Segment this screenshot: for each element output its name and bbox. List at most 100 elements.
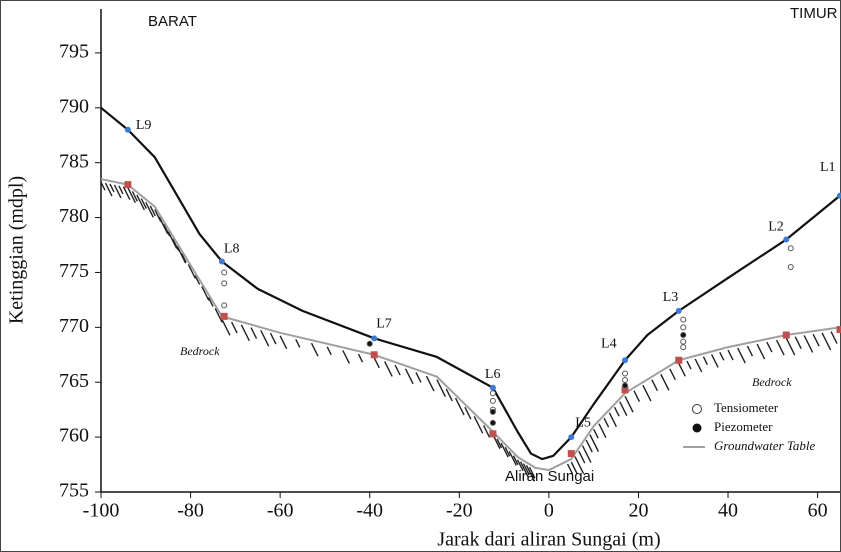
station-label: L5 <box>575 415 591 430</box>
y-tick-label: 790 <box>59 95 89 117</box>
tensiometer <box>787 245 794 252</box>
bedrock-point <box>567 450 575 458</box>
x-tick-label: 40 <box>718 500 738 522</box>
hatch <box>404 368 414 385</box>
hatch <box>187 264 196 279</box>
bedrock-point <box>370 351 378 359</box>
hatch <box>803 335 814 353</box>
hatch <box>496 438 503 449</box>
tensiometer <box>787 263 794 270</box>
hatch <box>104 182 113 197</box>
ground-surface-line <box>100 106 841 461</box>
hatch <box>310 342 319 357</box>
hatch <box>154 209 162 222</box>
hatch <box>642 384 652 402</box>
y-axis-label: Ketinggian (mdpl) <box>6 176 28 324</box>
hatch <box>373 357 380 369</box>
hatch <box>140 198 147 209</box>
hatch <box>214 308 223 323</box>
x-tick-label: 20 <box>628 500 648 522</box>
hatch <box>710 354 719 368</box>
annotation: Bedrock <box>180 344 220 358</box>
y-tick-label: 795 <box>59 41 89 63</box>
hatch <box>394 364 401 376</box>
y-tick-label: 780 <box>59 205 89 227</box>
legend-label: Groundwater Table <box>714 438 815 453</box>
hatch <box>619 401 628 417</box>
hatch <box>207 297 214 307</box>
station-label: L8 <box>224 242 240 257</box>
tensiometer <box>622 377 629 384</box>
hatch <box>766 341 773 353</box>
station-label: L4 <box>601 336 617 351</box>
x-tick-label: 60 <box>808 500 828 522</box>
hatch <box>194 275 201 285</box>
hatch <box>482 425 491 438</box>
hatch <box>473 416 484 434</box>
hatch <box>131 190 138 202</box>
legend-symbol <box>692 423 702 433</box>
y-tick-label: 765 <box>59 370 89 392</box>
hatch <box>240 324 250 342</box>
hatch <box>528 466 536 479</box>
hatch <box>172 238 180 252</box>
hatch <box>163 223 171 237</box>
hatch <box>145 201 154 218</box>
hatch <box>570 461 578 475</box>
x-axis-label: Jarak dari aliran Sungai (m) <box>437 529 660 551</box>
hatch <box>136 194 145 211</box>
station-label: L7 <box>376 317 392 332</box>
hatch <box>660 373 670 391</box>
annotation: Bedrock <box>752 375 792 389</box>
hatch <box>231 321 238 334</box>
hatch <box>785 337 796 356</box>
hatch <box>384 361 393 377</box>
hatch <box>464 406 472 420</box>
tensiometer <box>680 324 687 331</box>
piezometer <box>622 382 629 389</box>
hatch <box>508 451 517 466</box>
hatch <box>585 439 593 453</box>
y-tick-label: 770 <box>59 315 89 337</box>
hatch <box>574 456 585 474</box>
hatch <box>260 330 270 347</box>
legend-label: Piezometer <box>714 419 773 434</box>
tensiometer <box>489 397 496 404</box>
hatch <box>425 375 435 392</box>
tensiometer <box>622 370 629 377</box>
piezometer <box>489 408 496 415</box>
x-tick-label: -40 <box>356 500 383 522</box>
station-point <box>568 434 575 441</box>
hatch <box>158 216 169 235</box>
hatch <box>821 332 832 351</box>
hatch <box>812 333 820 347</box>
y-tick-label: 785 <box>59 150 89 172</box>
hatch <box>342 350 350 364</box>
station-label: L2 <box>768 220 784 235</box>
hatch <box>669 368 676 381</box>
station-point <box>783 236 790 243</box>
tensiometer <box>221 269 228 276</box>
piezometer <box>680 332 687 339</box>
hatch <box>613 406 620 417</box>
hatch <box>326 346 332 356</box>
hatch <box>113 184 122 199</box>
annotation: BARAT <box>148 13 197 30</box>
annotation: TIMUR <box>790 5 838 22</box>
hatch <box>100 181 106 191</box>
hatch <box>598 423 607 438</box>
hatch <box>578 450 586 464</box>
hatch <box>445 388 453 402</box>
hatch <box>500 442 509 458</box>
legend-symbol <box>692 404 702 414</box>
x-tick-label: -20 <box>446 500 473 522</box>
y-tick-label: 760 <box>59 425 89 447</box>
y-tick-label: 755 <box>59 480 89 502</box>
station-point <box>675 307 682 314</box>
hatch <box>608 412 617 427</box>
hatch <box>593 428 599 439</box>
hatch <box>522 463 530 475</box>
station-point <box>371 335 378 342</box>
